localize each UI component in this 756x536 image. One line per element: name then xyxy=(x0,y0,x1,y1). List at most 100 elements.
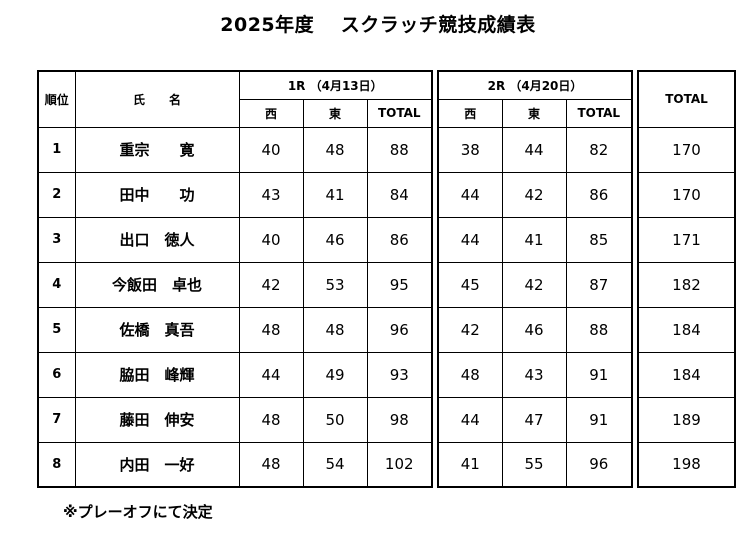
table-row: 48 43 91 xyxy=(437,351,633,398)
page-title: 2025年度 スクラッチ競技成績表 xyxy=(220,14,536,36)
round2-west-cell: 44 xyxy=(437,171,503,218)
round1-west-cell: 48 xyxy=(238,396,304,443)
table-row: 7 藤田 伸安 48 50 98 xyxy=(37,396,433,443)
grand-total-cell: 182 xyxy=(637,261,736,308)
round2-total-cell: 85 xyxy=(565,216,633,263)
round2-header: 2R （4月20日） xyxy=(437,70,633,100)
round1-total-cell: 96 xyxy=(366,306,433,353)
table-row: 184 xyxy=(637,351,736,398)
grand-total-cell: 184 xyxy=(637,351,736,398)
table-row: 198 xyxy=(637,441,736,488)
round2-west-cell: 44 xyxy=(437,396,503,443)
round1-east-header: 東 xyxy=(302,98,368,128)
player-name-cell: 脇田 峰輝 xyxy=(74,351,240,398)
rank-cell: 1 xyxy=(37,126,76,173)
round1-east-cell: 48 xyxy=(302,306,368,353)
round1-east-cell: 41 xyxy=(302,171,368,218)
player-name-cell: 佐橋 真吾 xyxy=(74,306,240,353)
table-row: 38 44 82 xyxy=(437,126,633,173)
round2-east-cell: 42 xyxy=(501,261,567,308)
rank-cell: 2 xyxy=(37,171,76,218)
round2-table: 2R （4月20日） 西 東 TOTAL 38 44 82 44 42 86 44 41 85 4… xyxy=(437,70,634,488)
player-name-cell: 内田 一好 xyxy=(74,441,240,488)
table-row: 171 xyxy=(637,216,736,263)
round1-total-cell: 84 xyxy=(366,171,433,218)
player-name-cell: 田中 功 xyxy=(74,171,240,218)
round2-total-cell: 91 xyxy=(565,351,633,398)
round2-east-cell: 42 xyxy=(501,171,567,218)
round2-total-cell: 86 xyxy=(565,171,633,218)
round1-east-cell: 54 xyxy=(302,441,368,488)
round1-east-cell: 46 xyxy=(302,216,368,263)
rank-cell: 7 xyxy=(37,396,76,443)
round2-west-cell: 42 xyxy=(437,306,503,353)
table-row: 2 田中 功 43 41 84 xyxy=(37,171,433,218)
round2-total-cell: 91 xyxy=(565,396,633,443)
table-row: 44 42 86 xyxy=(437,171,633,218)
round1-table: 順位 氏 名 1R （4月13日） 西 東 TOTAL 1 重宗 寛 40 48 88 2… xyxy=(37,70,433,488)
table-row: 170 xyxy=(637,171,736,218)
round2-west-cell: 45 xyxy=(437,261,503,308)
round1-total-cell: 88 xyxy=(366,126,433,173)
grand-total-cell: 198 xyxy=(637,441,736,488)
round2-west-cell: 41 xyxy=(437,441,503,488)
rank-cell: 5 xyxy=(37,306,76,353)
table-row: 182 xyxy=(637,261,736,308)
grand-total-table: TOTAL 170 170 171 182 184 184 189 198 xyxy=(637,70,736,488)
round2-east-cell: 47 xyxy=(501,396,567,443)
round2-east-cell: 43 xyxy=(501,351,567,398)
round1-header: 1R （4月13日） xyxy=(238,70,433,100)
grand-total-cell: 170 xyxy=(637,171,736,218)
round2-east-cell: 41 xyxy=(501,216,567,263)
table-row: 170 xyxy=(637,126,736,173)
table-row: 44 41 85 xyxy=(437,216,633,263)
player-name-cell: 出口 徳人 xyxy=(74,216,240,263)
round2-west-cell: 48 xyxy=(437,351,503,398)
round2-east-cell: 44 xyxy=(501,126,567,173)
grand-total-cell: 170 xyxy=(637,126,736,173)
round2-total-cell: 87 xyxy=(565,261,633,308)
round1-east-cell: 53 xyxy=(302,261,368,308)
round2-total-cell: 82 xyxy=(565,126,633,173)
round1-west-cell: 40 xyxy=(238,126,304,173)
round1-total-cell: 93 xyxy=(366,351,433,398)
grand-total-cell: 189 xyxy=(637,396,736,443)
player-name-cell: 重宗 寛 xyxy=(74,126,240,173)
table-row: 4 今飯田 卓也 42 53 95 xyxy=(37,261,433,308)
round2-east-cell: 55 xyxy=(501,441,567,488)
grand-total-header: TOTAL xyxy=(637,70,736,128)
rank-header: 順位 xyxy=(37,70,76,128)
round1-total-cell: 98 xyxy=(366,396,433,443)
round1-west-cell: 42 xyxy=(238,261,304,308)
rank-cell: 6 xyxy=(37,351,76,398)
round1-east-cell: 50 xyxy=(302,396,368,443)
round1-east-cell: 48 xyxy=(302,126,368,173)
table-row: 8 内田 一好 48 54 102 xyxy=(37,441,433,488)
round2-east-header: 東 xyxy=(501,98,567,128)
round1-west-header: 西 xyxy=(238,98,304,128)
rank-cell: 8 xyxy=(37,441,76,488)
player-name-cell: 今飯田 卓也 xyxy=(74,261,240,308)
round1-west-cell: 44 xyxy=(238,351,304,398)
round1-west-cell: 43 xyxy=(238,171,304,218)
round1-west-cell: 48 xyxy=(238,306,304,353)
table-row: 184 xyxy=(637,306,736,353)
round2-west-cell: 44 xyxy=(437,216,503,263)
name-header: 氏 名 xyxy=(74,70,240,128)
round1-west-cell: 48 xyxy=(238,441,304,488)
table-row: 44 47 91 xyxy=(437,396,633,443)
player-name-cell: 藤田 伸安 xyxy=(74,396,240,443)
round2-total-header: TOTAL xyxy=(565,98,633,128)
round1-total-cell: 95 xyxy=(366,261,433,308)
rank-cell: 4 xyxy=(37,261,76,308)
round2-total-cell: 96 xyxy=(565,441,633,488)
round1-east-cell: 49 xyxy=(302,351,368,398)
round2-west-header: 西 xyxy=(437,98,503,128)
table-row: 1 重宗 寛 40 48 88 xyxy=(37,126,433,173)
grand-total-cell: 184 xyxy=(637,306,736,353)
round2-total-cell: 88 xyxy=(565,306,633,353)
rank-cell: 3 xyxy=(37,216,76,263)
round2-west-cell: 38 xyxy=(437,126,503,173)
table-row: 6 脇田 峰輝 44 49 93 xyxy=(37,351,433,398)
table-row: 189 xyxy=(637,396,736,443)
